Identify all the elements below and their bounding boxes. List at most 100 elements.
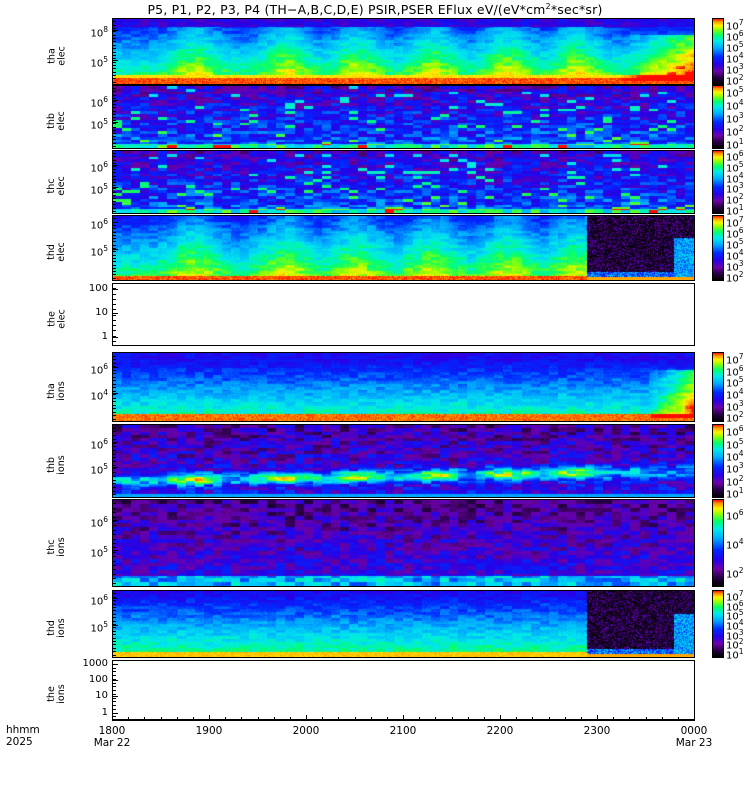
y-minor-tick [113,330,116,331]
y-minor-tick [113,271,116,272]
y-axis-label-line2: ions [56,684,67,704]
plot-area-thb-ions[interactable] [112,424,695,498]
y-minor-tick [113,644,116,645]
y-axis-label-the-ions: the ions [46,664,67,724]
colorbar-tick-label: 102 [726,73,744,88]
y-minor-tick [113,211,116,212]
y-axis-label-the-elec: the elec [46,287,67,350]
x-minor-tick [322,717,323,721]
colorbar-tick-label: 101 [726,136,744,151]
y-minor-tick [113,675,116,676]
x-minor-tick [387,717,388,721]
colorbar-tick-label: 106 [726,598,744,613]
y-minor-tick [113,182,116,183]
y-tick-label: 100 [88,673,108,685]
panel-tha-ions: thaions106104107106105104103102EFlux [0,352,750,424]
y-minor-tick [113,101,116,102]
colorbar-tick-label: 107 [726,214,744,229]
x-minor-tick [161,717,162,721]
y-tick-label: 105 [90,461,108,477]
y-minor-tick [113,38,116,39]
y-minor-tick [113,443,116,444]
y-minor-tick [113,325,116,326]
spectrogram-tha-ions [113,353,694,421]
y-minor-tick [113,179,116,180]
x-minor-tick [629,717,630,721]
y-minor-tick [113,238,116,239]
spectrogram-the-ions [113,661,694,719]
y-minor-tick [113,222,116,223]
y-minor-tick [113,547,116,548]
colorbar-tick-label: 102 [726,566,744,581]
x-minor-tick [532,717,533,721]
panel-tha-elec: thaelec108105107106105104103102EFlux [0,17,750,88]
y-axis-label-line2: elec [56,111,67,131]
x-minor-tick [274,717,275,721]
colorbar-tick-label: 106 [726,28,744,44]
y-tick-mark [112,625,118,626]
y-minor-tick [113,82,116,83]
panel-thc-elec: thcelec106105106105104103102101EFlux [0,149,750,216]
y-minor-tick [113,494,116,495]
y-minor-tick [113,627,116,628]
y-minor-tick [113,218,116,219]
colorbar-gradient [713,151,723,213]
y-minor-tick [113,120,116,121]
y-tick-mark [112,550,118,551]
plot-area-tha-elec[interactable] [112,18,695,85]
y-minor-tick [113,95,116,96]
y-minor-tick [113,78,116,79]
y-minor-tick [113,561,116,562]
colorbar-tick-label: 102 [726,123,744,139]
plot-area-thb-elec[interactable] [112,85,695,149]
colorbar-tick-label: 106 [726,149,744,164]
colorbar-tick-label: 103 [726,398,744,413]
y-tick-mark [112,598,118,599]
y-minor-tick [113,48,116,49]
x-minor-tick [128,717,129,721]
y-minor-tick [113,384,116,385]
y-minor-tick [113,593,116,594]
y-minor-tick [113,304,116,305]
plot-area-tha-ions[interactable] [112,352,695,422]
y-minor-tick [113,143,116,144]
y-tick-mark [112,393,118,394]
plot-area-thd-elec[interactable] [112,215,695,281]
plot-area-thc-ions[interactable] [112,499,695,587]
y-axis-label-line2: elec [56,308,67,329]
plot-area-thd-ions[interactable] [112,590,695,658]
y-minor-tick [113,294,116,295]
y-tick-mark [112,249,118,250]
y-axis-label-thb-elec: thb elec [46,89,67,153]
colorbar-tick-label: 103 [726,181,744,196]
y-tick-mark [112,100,118,101]
colorbar-thc-ions [712,499,724,587]
y-minor-tick [113,664,116,665]
y-minor-tick [113,123,116,124]
colorbar-tick-label: 103 [726,111,744,126]
y-minor-tick [113,705,116,706]
y-minor-tick [113,521,116,522]
y-minor-tick [113,408,116,409]
y-axis-label-thd-elec: thd elec [46,219,67,285]
y-minor-tick [113,476,116,477]
y-minor-tick [113,107,116,108]
x-minor-tick [258,717,259,721]
y-minor-tick [113,583,116,584]
colorbar-tick-label: 101 [726,485,744,501]
colorbar-gradient [713,500,723,586]
plot-area-thc-elec[interactable] [112,150,695,214]
colorbar-tick-label: 107 [726,17,744,32]
y-minor-tick [113,610,116,611]
y-minor-tick [113,201,116,202]
y-tick-label: 106 [90,160,108,175]
plot-area-the-ions[interactable] [112,660,695,720]
x-minor-tick [565,717,566,721]
spectrogram-thc-ions [113,500,694,586]
x-tick-date-label: Mar 22 [93,737,131,749]
y-tick-mark [112,122,118,123]
x-minor-tick [468,717,469,721]
y-minor-tick [113,98,116,99]
y-minor-tick [113,251,116,252]
plot-area-the-elec[interactable] [112,283,695,346]
